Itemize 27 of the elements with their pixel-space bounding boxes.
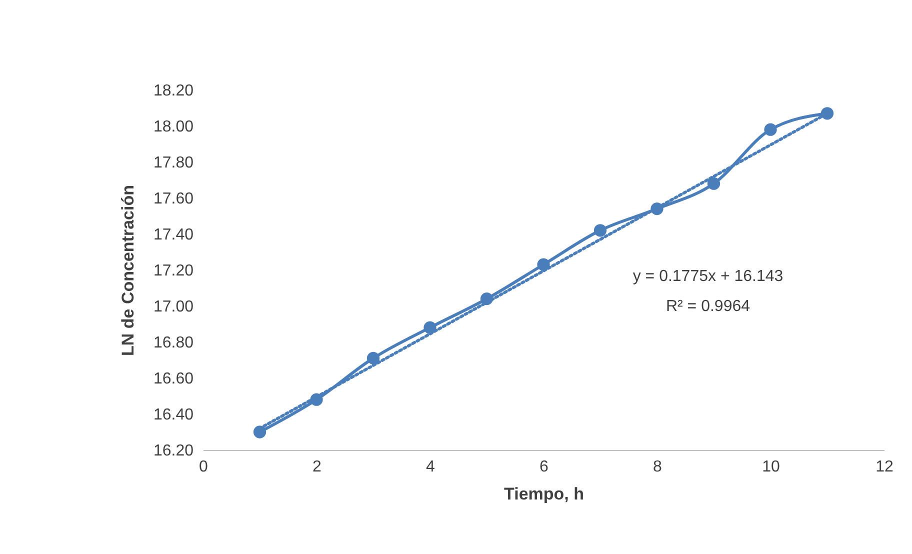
annotation: y = 0.1775x + 16.143 [632, 268, 784, 285]
x-tick-label: 0 [199, 458, 208, 476]
y-tick-label: 17.80 [153, 154, 194, 172]
x-tick-label: 8 [653, 458, 662, 476]
point [594, 224, 607, 237]
x-tick-label: 6 [540, 458, 549, 476]
x-tick-label: 2 [312, 458, 322, 476]
annotation: R² = 0.9964 [666, 298, 750, 315]
point [366, 352, 380, 365]
y-tick-label: 18.20 [153, 82, 194, 100]
y-tick-label: 17.00 [153, 298, 194, 316]
y-tick-label: 16.60 [153, 370, 194, 388]
x-axis-title: Tiempo, h [504, 484, 584, 504]
point [253, 426, 266, 438]
y-tick-label: 16.20 [153, 442, 194, 460]
point [764, 123, 777, 136]
x-tick-label: 12 [876, 458, 894, 476]
x-tick-label: 10 [762, 458, 780, 476]
y-tick-label: 18.00 [153, 118, 194, 136]
x-tick-label: 4 [426, 458, 436, 476]
point [707, 177, 720, 190]
y-tick-label: 16.80 [153, 334, 194, 352]
y-tick-label: 17.40 [153, 226, 194, 244]
y-tick-label: 17.60 [153, 190, 194, 208]
y-tick-label: 17.20 [153, 262, 194, 280]
y-tick-label: 16.40 [153, 406, 194, 424]
y-axis-title: LN de Concentración [118, 185, 138, 356]
